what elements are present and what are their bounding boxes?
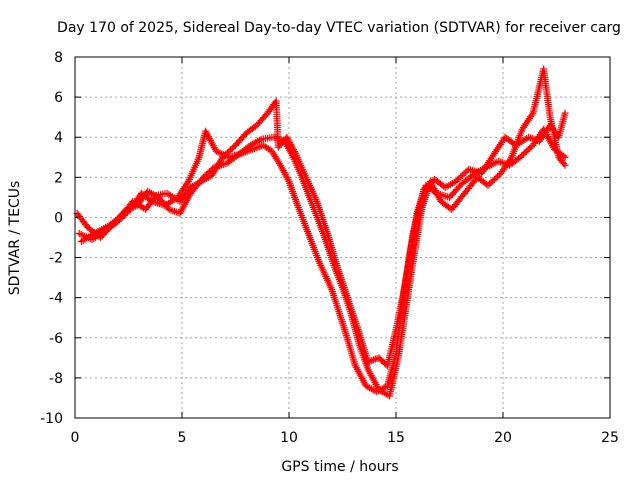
x-axis-label: GPS time / hours <box>281 459 398 475</box>
plot-frame <box>74 56 611 419</box>
y-tick-label: -6 <box>49 331 63 347</box>
y-tick-label: -2 <box>49 251 63 267</box>
y-tick-label: -8 <box>49 371 63 387</box>
y-tick-label: 6 <box>54 90 63 106</box>
x-tick-label: 15 <box>387 430 405 446</box>
y-tick-label: 0 <box>54 210 63 226</box>
data-point <box>518 152 526 160</box>
data-point <box>521 149 529 157</box>
data-point <box>560 160 568 168</box>
x-tick-label: 25 <box>601 430 619 446</box>
data-point <box>227 146 235 154</box>
data-point <box>484 181 492 189</box>
data-point <box>492 174 500 182</box>
data-point <box>526 144 534 152</box>
data-point <box>225 147 233 155</box>
data-point <box>455 174 463 182</box>
data-point <box>490 175 498 183</box>
y-tick-label: -10 <box>40 411 63 427</box>
x-tick-label: 10 <box>280 430 298 446</box>
grid-lines <box>75 57 610 418</box>
y-tick-label: 8 <box>54 50 63 66</box>
data-point <box>219 153 227 161</box>
data-point <box>561 161 569 169</box>
plot-marks <box>73 65 569 400</box>
chart-title: Day 170 of 2025, Sidereal Day-to-day VTE… <box>57 20 621 36</box>
data-point <box>489 177 497 185</box>
data-point <box>486 180 494 188</box>
data-point <box>516 153 524 161</box>
data-point <box>460 170 468 178</box>
x-tick-label: 20 <box>494 430 512 446</box>
x-tick-label: 5 <box>178 430 187 446</box>
axis-ticks: 0 5 10 15 20 25 -10 -8 -6 -4 -2 0 2 4 6 8 <box>40 50 619 446</box>
data-point <box>561 109 569 117</box>
data-point <box>452 177 460 185</box>
data-point <box>462 168 470 176</box>
data-point <box>494 172 502 180</box>
y-tick-label: 4 <box>54 130 63 146</box>
series-track-b <box>73 65 569 400</box>
data-point <box>230 143 238 151</box>
data-point <box>228 144 236 152</box>
data-point <box>223 149 231 157</box>
y-tick-label: 2 <box>54 170 63 186</box>
data-point <box>523 147 531 155</box>
data-point <box>560 152 568 160</box>
data-point <box>458 171 466 179</box>
data-point <box>220 152 228 160</box>
data-point <box>524 146 532 154</box>
data-point <box>222 150 230 158</box>
data-point <box>561 153 569 161</box>
series-track-c <box>77 97 569 370</box>
data-point <box>457 173 465 181</box>
data-point <box>487 178 495 186</box>
y-axis-label: SDTVAR / TECUs <box>7 181 23 296</box>
data-point <box>519 150 527 158</box>
data-point <box>454 176 462 184</box>
series-track-a <box>75 125 569 396</box>
y-tick-label: -4 <box>49 291 63 307</box>
x-tick-label: 0 <box>71 430 80 446</box>
